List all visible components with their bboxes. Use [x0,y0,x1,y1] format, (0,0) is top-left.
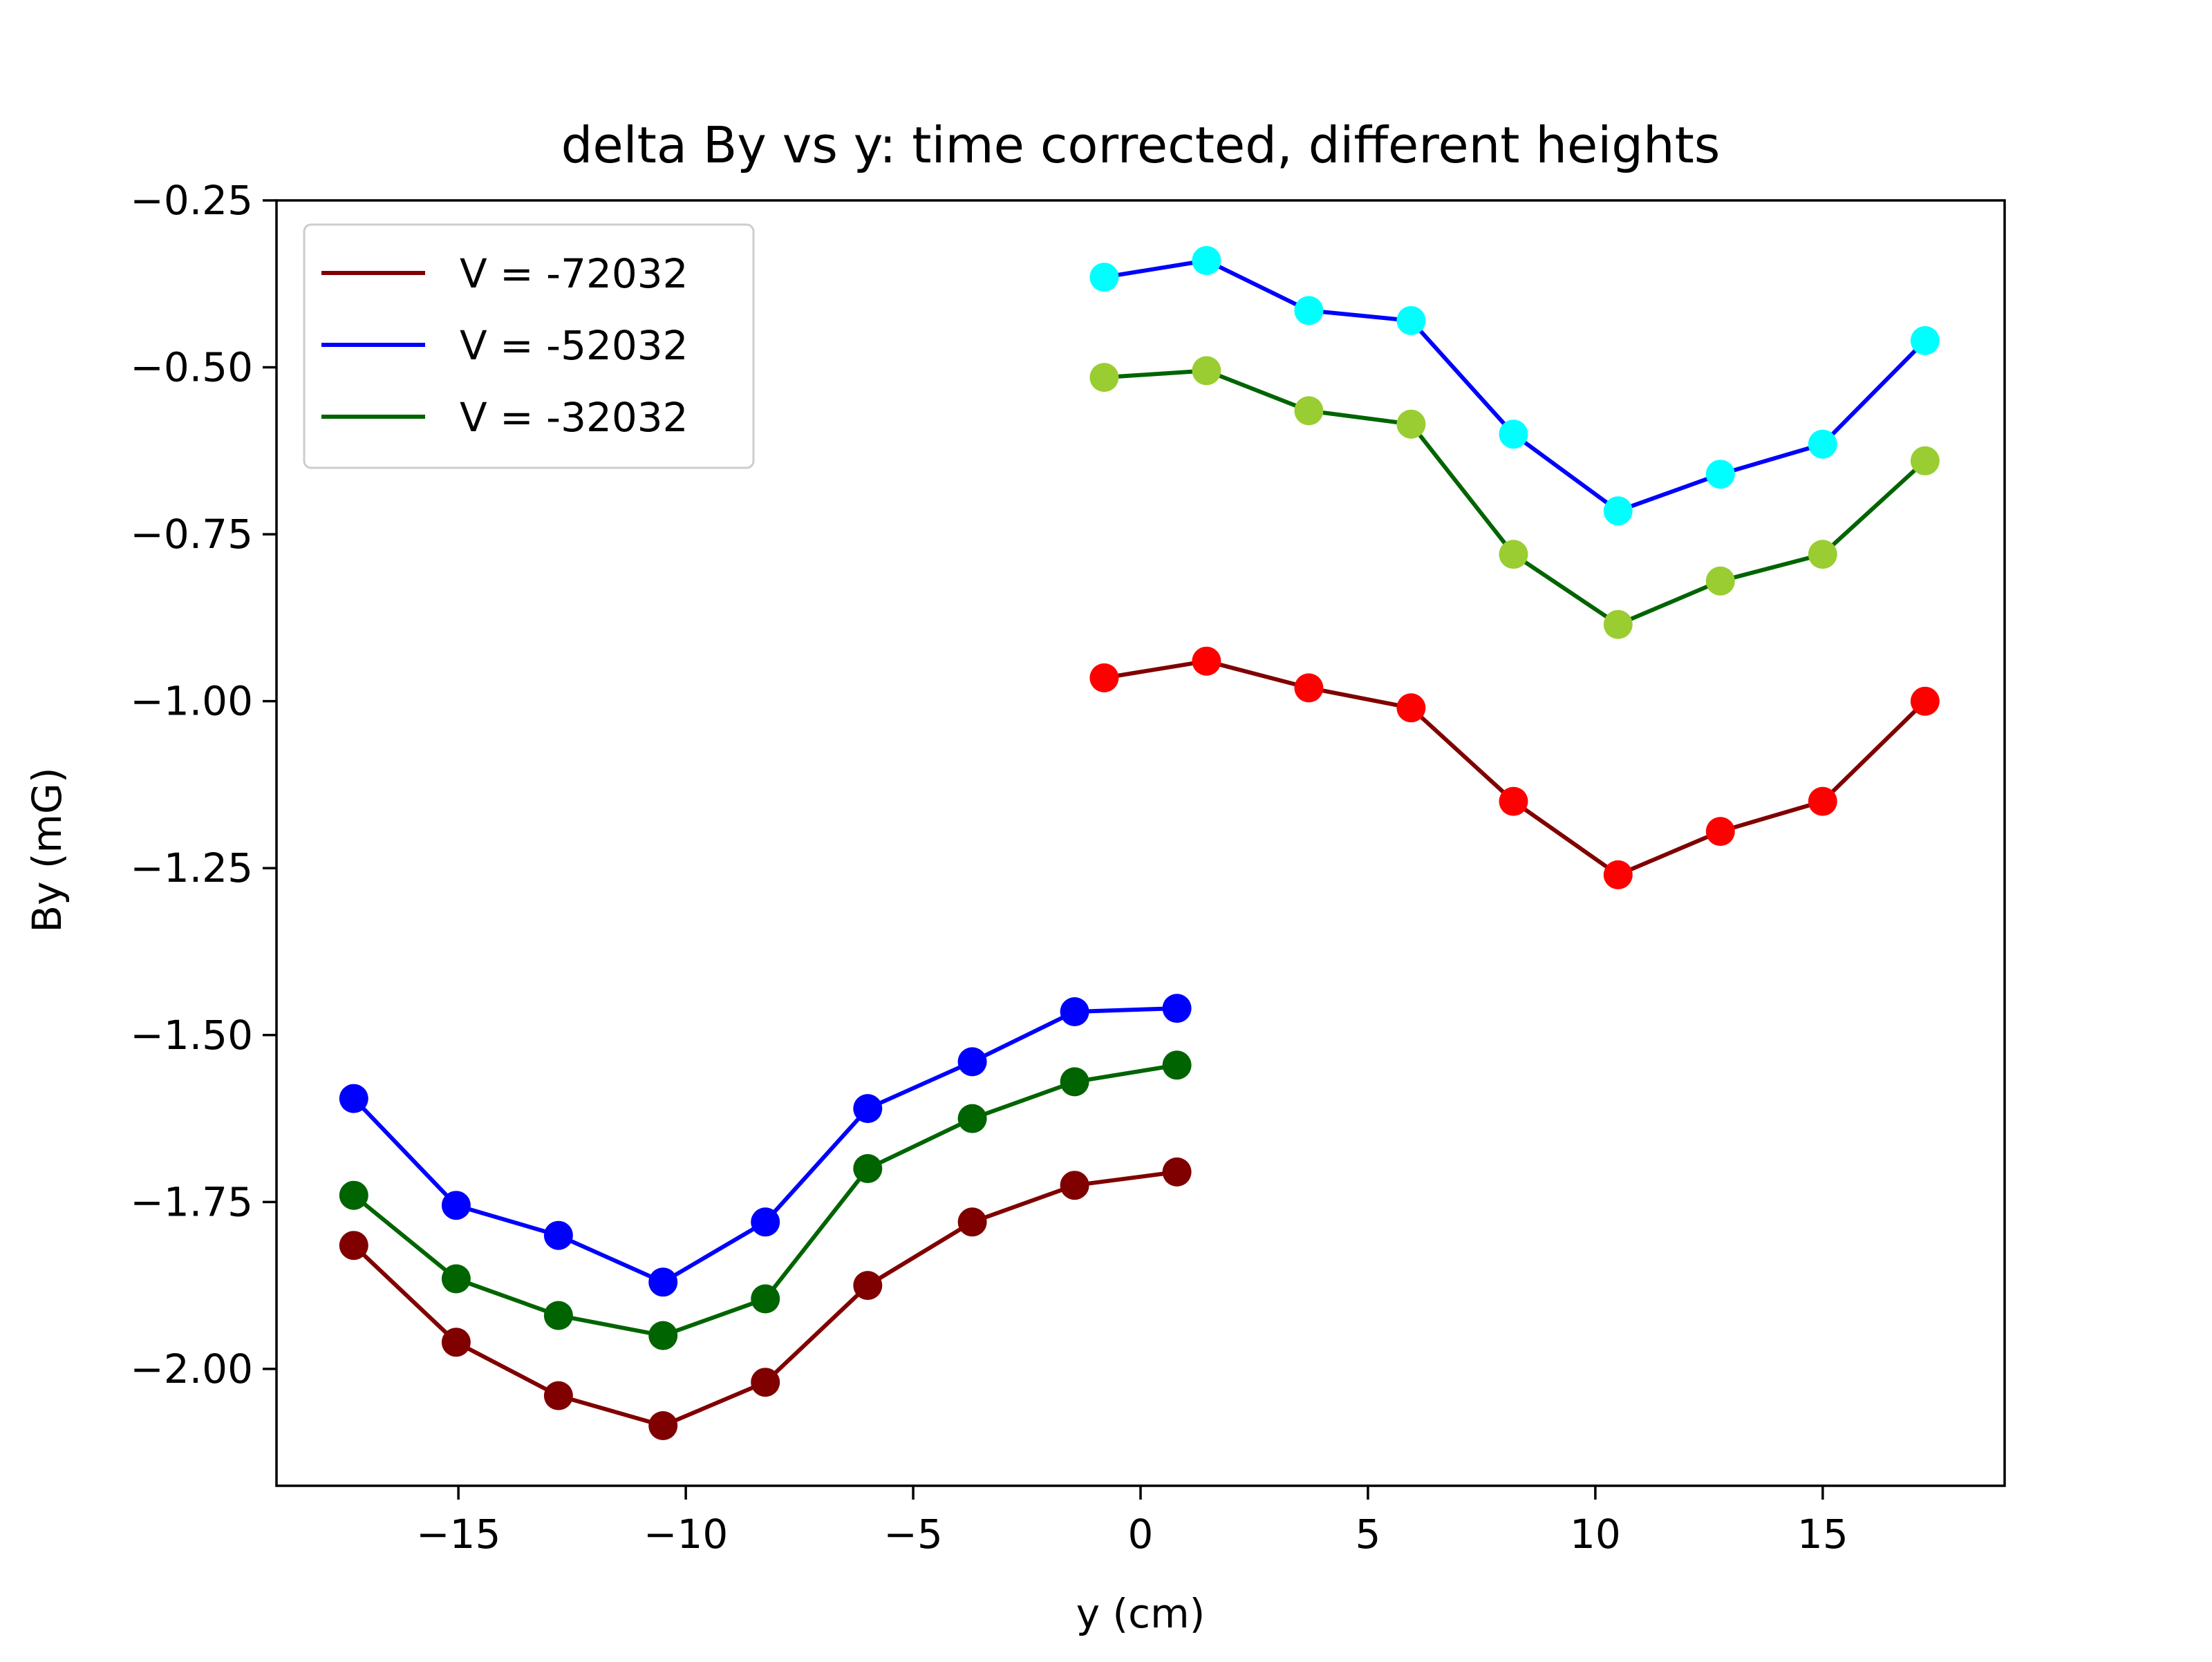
data-point [957,1104,987,1133]
data-point [1162,1157,1192,1187]
data-point [853,1271,883,1301]
y-tick-label: −0.75 [130,511,253,558]
y-tick-label: −2.00 [130,1345,253,1392]
data-point [339,1180,368,1210]
data-point [1162,994,1192,1023]
data-point [1060,1171,1089,1200]
data-point [543,1381,573,1410]
data-point [1060,1067,1089,1097]
legend-label: V = -32032 [460,394,688,441]
data-point [957,1047,987,1077]
legend: V = -72032 V = -52032 V = -32032 [303,223,755,469]
data-point [1808,786,1837,816]
y-axis-label: By (mG) [24,767,71,932]
data-point [853,1154,883,1183]
legend-label: V = -72032 [460,250,688,297]
x-tick-label: −15 [416,1511,500,1558]
data-point [1294,296,1324,325]
data-point [1603,860,1633,889]
data-point [1808,540,1837,569]
data-point [1089,363,1119,393]
data-point [441,1328,471,1357]
data-point [648,1411,678,1440]
data-point [1294,396,1324,426]
data-point [1705,817,1735,847]
y-tick-label: −1.00 [130,678,253,725]
data-point [441,1264,471,1294]
data-point [1089,263,1119,292]
chart-title: delta By vs y: time corrected, different… [561,116,1721,174]
x-tick-label: 5 [1355,1511,1380,1558]
data-point [1705,460,1735,489]
legend-label: V = -52032 [460,322,688,369]
x-axis-label: y (cm) [1076,1590,1205,1637]
data-point [1192,356,1221,386]
x-tick-label: 15 [1797,1511,1848,1558]
x-tick-label: −5 [883,1511,943,1558]
data-point [543,1301,573,1330]
data-point [751,1368,780,1397]
data-point [1603,610,1633,639]
data-point [1499,419,1528,449]
y-tick-label: −1.25 [130,844,253,891]
data-point [751,1284,780,1314]
data-point [339,1231,368,1260]
legend-box [303,223,755,469]
y-tick-label: −1.50 [130,1012,253,1059]
data-point [1808,429,1837,459]
data-point [1060,997,1089,1026]
y-tick-label: −1.75 [130,1178,253,1225]
data-point [339,1084,368,1113]
data-point [853,1094,883,1124]
data-point [957,1207,987,1237]
data-point [1396,409,1426,439]
data-point [1162,1050,1192,1080]
data-point [1499,540,1528,569]
data-point [648,1267,678,1297]
x-tick-label: 0 [1128,1511,1154,1558]
data-point [441,1191,471,1220]
data-point [648,1321,678,1350]
data-point [751,1207,780,1237]
y-tick-label: −0.25 [130,177,253,224]
data-point [1603,496,1633,526]
data-point [543,1220,573,1250]
data-point [1910,446,1940,475]
data-point [1294,673,1324,703]
plot-marks [339,246,1940,1440]
data-point [1089,663,1119,692]
data-point [1910,325,1940,355]
data-point [1192,646,1221,676]
data-point [1396,305,1426,335]
x-tick-label: −10 [644,1511,728,1558]
axes-group: −15 −10 −5 0 5 10 15 −0.25 −0.50 −0.75 −1.00 −1.25 −… [130,177,2006,1558]
data-point [1910,686,1940,716]
y-tick-label: −0.50 [130,344,253,391]
data-point [1396,693,1426,723]
data-point [1192,246,1221,275]
data-point [1705,566,1735,596]
data-point [1499,786,1528,816]
x-tick-label: 10 [1570,1511,1621,1558]
